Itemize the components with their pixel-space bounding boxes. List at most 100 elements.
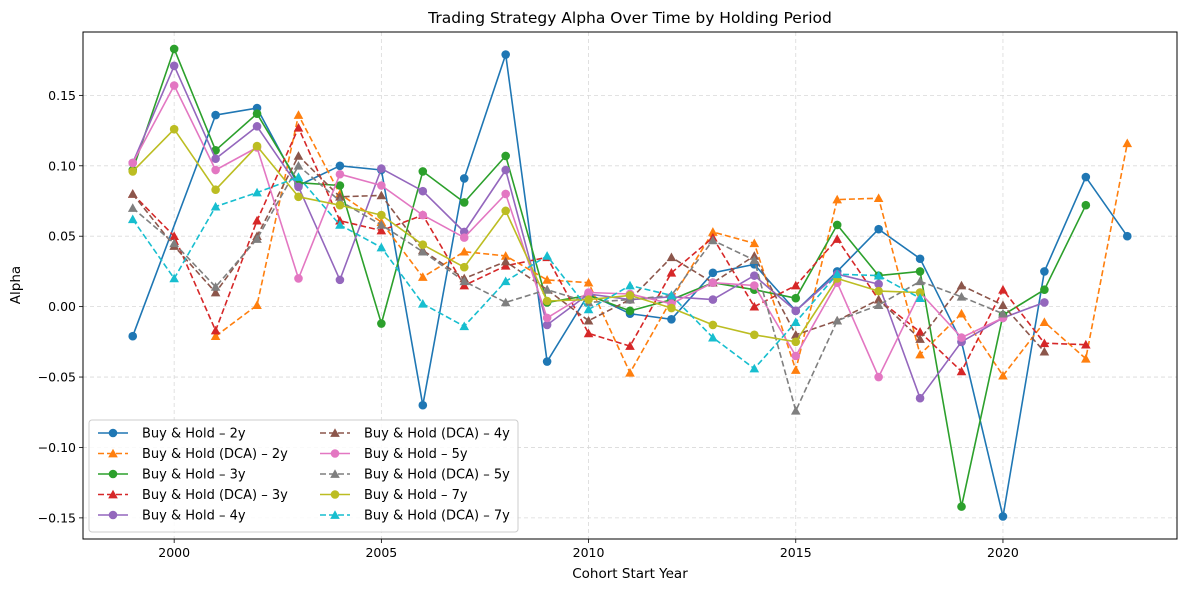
data-point	[915, 288, 925, 297]
data-point	[335, 275, 345, 285]
y-tick-label: −0.10	[38, 440, 76, 455]
series-line	[131, 84, 1004, 378]
data-point	[625, 306, 635, 316]
data-point	[708, 278, 718, 287]
data-point	[211, 185, 220, 195]
data-point	[501, 151, 510, 161]
data-point	[790, 317, 801, 326]
data-point	[459, 246, 470, 256]
data-point	[169, 44, 179, 54]
data-point	[128, 331, 138, 341]
legend: Buy & Hold – 2y Buy & Hold (DCA) – 2y Buy …	[88, 419, 519, 533]
legend-label: Buy & Hold (DCA) – 5y	[364, 468, 510, 483]
data-point	[252, 187, 262, 197]
data-point	[335, 220, 345, 229]
data-point	[459, 262, 469, 272]
data-point	[915, 267, 925, 276]
data-point	[666, 268, 677, 277]
legend-entry: Buy & Hold (DCA) – 2y	[98, 447, 288, 462]
legend-swatch-marker	[330, 490, 340, 499]
data-point	[790, 280, 801, 290]
legend-label: Buy & Hold – 3y	[142, 468, 246, 483]
data-point	[1040, 267, 1049, 276]
legend-swatch-marker	[330, 510, 340, 519]
data-point	[210, 331, 221, 341]
data-point	[915, 327, 925, 336]
data-point	[708, 332, 718, 342]
data-point	[666, 290, 677, 300]
series-line	[131, 53, 1128, 518]
data-point	[791, 293, 801, 303]
data-point	[542, 251, 552, 260]
data-point	[915, 254, 925, 264]
data-point	[418, 272, 428, 281]
data-point	[252, 234, 262, 243]
data-point	[625, 368, 635, 377]
data-point	[211, 165, 220, 175]
legend-entry: Buy & Hold – 5y	[320, 447, 468, 462]
data-point	[874, 286, 883, 296]
data-point	[1081, 339, 1091, 349]
x-axis-label: Cohort Start Year	[572, 566, 688, 582]
legend-entry: Buy & Hold (DCA) – 3y	[98, 488, 288, 503]
data-point	[832, 234, 842, 243]
data-point	[584, 295, 593, 304]
data-point	[500, 276, 511, 286]
data-point	[293, 172, 304, 181]
data-point	[1039, 317, 1050, 326]
data-point	[956, 291, 967, 301]
data-point	[418, 246, 428, 256]
data-point	[583, 315, 594, 325]
data-point	[1040, 285, 1049, 295]
data-point	[832, 315, 842, 325]
data-point	[708, 227, 718, 236]
data-point	[874, 279, 883, 289]
series-4	[127, 122, 1091, 376]
data-point	[874, 224, 883, 234]
data-point	[915, 393, 925, 403]
y-tick-label: 0.15	[48, 88, 76, 103]
legend-swatch-marker	[108, 510, 118, 520]
data-point	[1122, 138, 1133, 148]
data-point	[500, 256, 511, 266]
data-point	[584, 288, 593, 297]
axis-ticks: 2000 2005 2010 2015 2020 −0.15 −0.10 −0.05 0.00 0…	[38, 88, 1019, 560]
data-point	[418, 299, 428, 308]
series-line	[132, 155, 1045, 353]
series-line	[132, 127, 1086, 373]
data-point	[625, 280, 635, 290]
data-point	[1081, 200, 1091, 210]
data-point	[293, 160, 304, 170]
x-tick-label: 2000	[158, 545, 190, 560]
y-tick-label: 0.10	[48, 158, 76, 173]
data-point	[459, 233, 469, 242]
data-point	[874, 372, 883, 382]
data-point	[459, 321, 470, 331]
data-point	[957, 502, 966, 511]
data-point	[1081, 353, 1091, 363]
data-point	[252, 141, 262, 151]
data-point	[377, 319, 386, 328]
data-point	[708, 235, 718, 245]
data-point	[377, 164, 386, 173]
data-point	[998, 370, 1008, 380]
data-point	[750, 281, 759, 290]
data-point	[1039, 338, 1050, 348]
data-point	[335, 200, 345, 210]
data-point	[210, 201, 221, 211]
data-point	[376, 225, 387, 235]
data-point	[956, 280, 967, 290]
legend-label: Buy & Hold – 4y	[142, 509, 246, 524]
data-point	[791, 306, 801, 316]
data-point	[210, 282, 221, 291]
series-10	[127, 172, 925, 373]
data-point	[376, 242, 387, 252]
data-point	[169, 81, 179, 90]
data-point	[500, 297, 511, 307]
data-point	[418, 210, 428, 220]
data-point	[998, 300, 1008, 310]
data-point	[501, 189, 510, 199]
data-point	[252, 109, 262, 118]
data-point	[459, 198, 469, 207]
data-point	[749, 238, 760, 248]
